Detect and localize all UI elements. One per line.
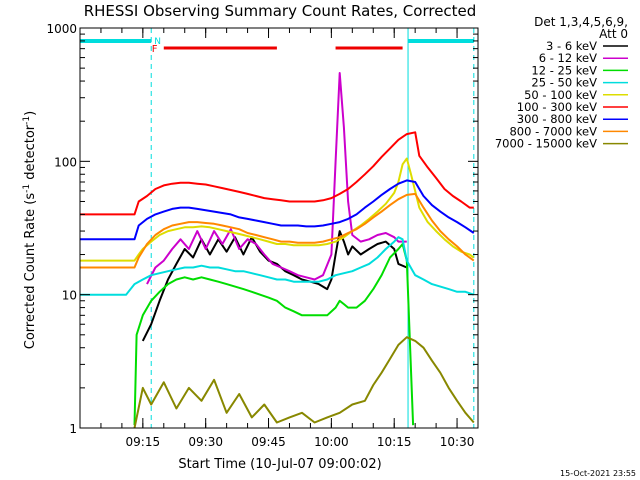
legend-entry-label: 25 - 50 keV (531, 76, 597, 90)
x-tick-label: 09:15 (126, 435, 161, 449)
axes: 1 10 100 1000 09:15 09:30 09:45 10:00 10:15 10:30 (46, 22, 479, 449)
flare-flag-label: F (152, 44, 158, 55)
legend-entry-label: 50 - 100 keV (524, 88, 597, 102)
y-axis-label-main: Corrected Count Rate (s (23, 193, 38, 350)
plot-area: NF (80, 28, 475, 429)
legend-header-line2: Att 0 (599, 27, 628, 41)
series-line (146, 72, 407, 285)
legend-entry-label: 3 - 6 keV (546, 39, 597, 53)
legend-header-line1: Det 1,3,4,5,6,9, (534, 15, 628, 29)
legend-entry-label: 6 - 12 keV (539, 51, 597, 65)
x-tick-label: 09:30 (188, 435, 223, 449)
legend-entry-label: 100 - 300 keV (517, 100, 597, 114)
x-tick-label: 10:15 (377, 435, 412, 449)
x-axis-label: Start Time (10-Jul-07 09:00:02) (178, 457, 381, 472)
legend-entry-label: 800 - 7000 keV (509, 124, 597, 138)
y-axis-label-end: ) (23, 111, 38, 116)
series-line (141, 230, 408, 342)
series-line (133, 336, 475, 429)
legend-entry-label: 7000 - 15000 keV (495, 137, 597, 151)
y-tick-label: 100 (54, 155, 77, 169)
legend-entry-label: 300 - 800 keV (517, 112, 597, 126)
y-axis-label: Corrected Count Rate (s-1 detector-1) (22, 111, 38, 349)
plot-frame (79, 27, 479, 429)
x-tick-label: 10:30 (440, 435, 475, 449)
y-tick-label: 1000 (46, 22, 77, 36)
series-line (80, 236, 475, 296)
chart-title: RHESSI Observing Summary Count Rates, Co… (84, 2, 477, 20)
series-line (80, 157, 475, 262)
x-tick-label: 09:45 (251, 435, 286, 449)
series-line (80, 192, 475, 269)
x-tick-label: 10:00 (314, 435, 349, 449)
y-tick-label: 10 (62, 289, 77, 303)
legend-entry-label: 12 - 25 keV (531, 63, 597, 77)
y-axis-label-sup1: -1 (22, 184, 32, 193)
y-axis-label-mid: detector (23, 124, 38, 184)
series-line (80, 179, 475, 241)
series-line (80, 131, 474, 216)
timestamp: 15-Oct-2021 23:55 (560, 469, 636, 478)
y-tick-label: 1 (69, 422, 77, 436)
series-line (133, 243, 415, 426)
vertical-marker-label: N (154, 37, 161, 47)
y-axis-label-sup2: -1 (22, 116, 32, 125)
